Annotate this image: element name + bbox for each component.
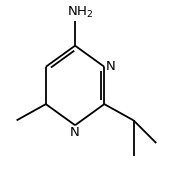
Text: N: N [70,126,80,139]
Text: N: N [106,60,116,73]
Text: NH$_2$: NH$_2$ [67,5,93,20]
